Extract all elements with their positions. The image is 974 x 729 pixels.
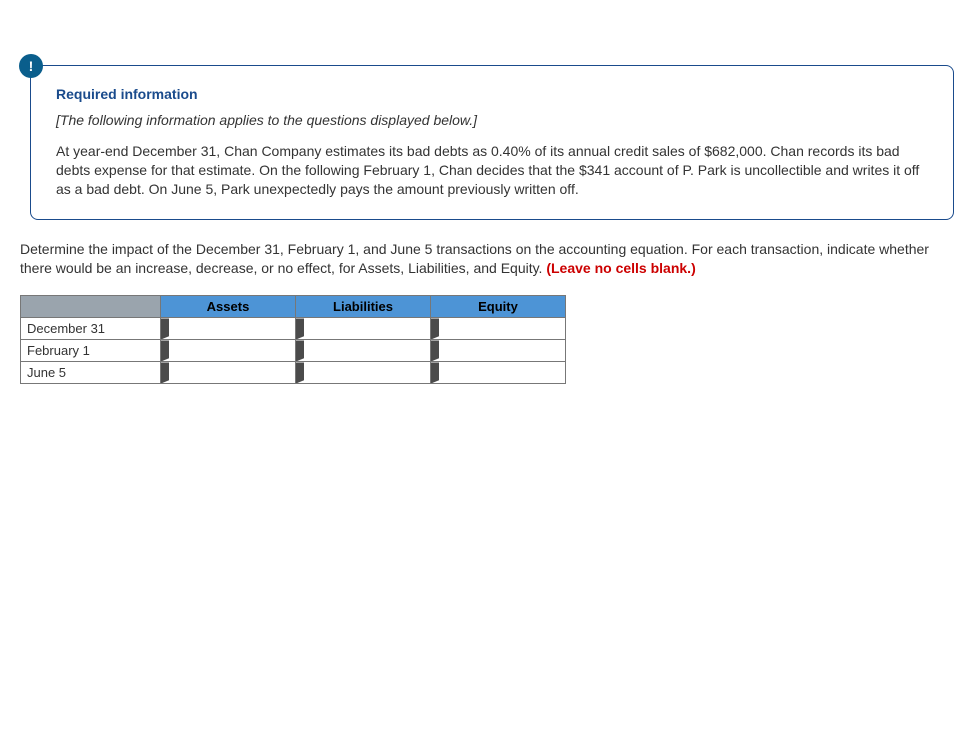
cell-value [439,318,565,339]
chevron-down-icon [296,362,304,383]
liabilities-dropdown[interactable] [296,318,431,340]
exclamation-icon: ! [19,54,43,78]
chevron-down-icon [431,318,439,339]
assets-dropdown[interactable] [161,362,296,384]
cell-value [304,318,430,339]
column-header-assets: Assets [161,296,296,318]
chevron-down-icon [161,362,169,383]
table-row: February 1 [21,340,566,362]
answer-table: Assets Liabilities Equity December 31 [20,295,566,384]
callout-title: Required information [56,86,928,102]
cell-value [439,340,565,361]
required-info-callout: ! Required information [The following in… [30,65,954,220]
callout-body: At year-end December 31, Chan Company es… [56,142,928,199]
table-row: December 31 [21,318,566,340]
instruction-emphasis: (Leave no cells blank.) [546,260,695,276]
chevron-down-icon [161,340,169,361]
row-label: February 1 [21,340,161,362]
cell-value [304,340,430,361]
column-header-liabilities: Liabilities [296,296,431,318]
assets-dropdown[interactable] [161,340,296,362]
row-label: December 31 [21,318,161,340]
exclamation-glyph: ! [29,58,34,74]
chevron-down-icon [296,318,304,339]
table-header-row: Assets Liabilities Equity [21,296,566,318]
cell-value [169,318,295,339]
row-label: June 5 [21,362,161,384]
table-row: June 5 [21,362,566,384]
liabilities-dropdown[interactable] [296,340,431,362]
instruction-text: Determine the impact of the December 31,… [20,241,929,276]
question-instruction: Determine the impact of the December 31,… [20,240,954,278]
chevron-down-icon [431,362,439,383]
cell-value [169,362,295,383]
equity-dropdown[interactable] [431,318,566,340]
chevron-down-icon [161,318,169,339]
cell-value [304,362,430,383]
callout-intro: [The following information applies to th… [56,112,928,128]
cell-value [169,340,295,361]
column-header-equity: Equity [431,296,566,318]
assets-dropdown[interactable] [161,318,296,340]
cell-value [439,362,565,383]
equity-dropdown[interactable] [431,340,566,362]
chevron-down-icon [296,340,304,361]
table-corner-cell [21,296,161,318]
equity-dropdown[interactable] [431,362,566,384]
chevron-down-icon [431,340,439,361]
liabilities-dropdown[interactable] [296,362,431,384]
